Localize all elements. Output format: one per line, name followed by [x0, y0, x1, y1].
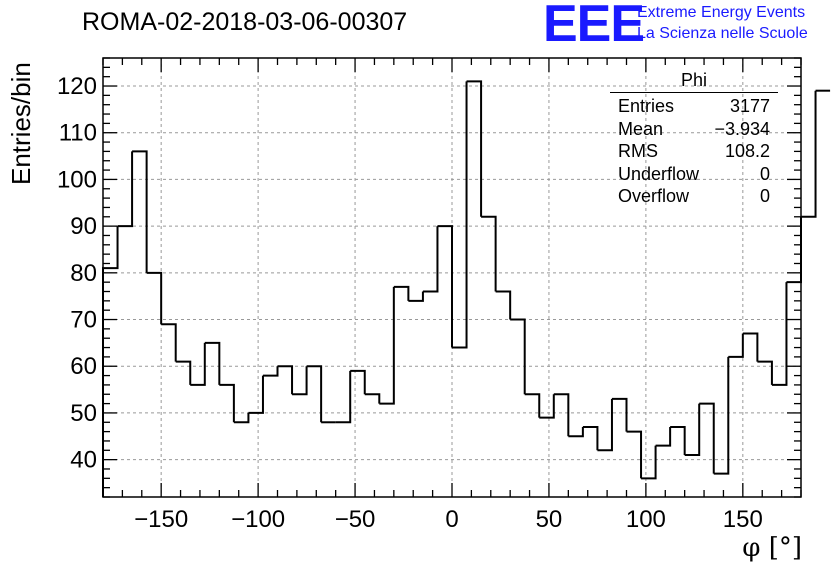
histogram-bin [626, 430, 643, 479]
histogram-bin [248, 375, 264, 414]
x-tick-label: −150 [134, 506, 188, 533]
x-tick-label: 50 [536, 506, 563, 533]
histogram-bin [481, 215, 497, 292]
stat-row-rms: RMS 108.2 [610, 140, 778, 163]
stat-value: 108.2 [724, 141, 770, 161]
x-tick-label: −50 [335, 506, 376, 533]
histogram-bin [742, 332, 759, 362]
stat-row-mean: Mean −3.934 [610, 118, 778, 141]
histogram-bin [364, 393, 381, 404]
x-tick-label: 0 [445, 506, 458, 533]
stat-value: 3177 [729, 96, 770, 116]
histogram-bin [582, 425, 599, 451]
histogram-bin [452, 81, 468, 349]
histogram-bin [801, 90, 817, 218]
histogram-bin [684, 403, 701, 456]
stat-label: Underflow [618, 163, 700, 184]
histogram-bin [292, 366, 308, 396]
histogram-bin [306, 365, 323, 423]
x-tick-label: 150 [723, 506, 763, 533]
stat-label: Entries [618, 96, 675, 116]
y-axis-label: Entries/bin [6, 62, 36, 185]
histogram-bin [611, 397, 628, 432]
histogram-bin [670, 425, 686, 455]
histogram-bin [422, 226, 439, 293]
eee-logo: EEE [543, 0, 645, 53]
histogram-bin [132, 150, 148, 273]
histogram-bin [553, 393, 570, 437]
x-tick-label: −100 [231, 506, 285, 533]
histogram-bin [524, 393, 541, 418]
x-tick-label: 100 [626, 506, 666, 533]
histogram-bin [539, 394, 555, 419]
histogram-bin [699, 402, 715, 474]
y-tick-label: 60 [70, 353, 97, 380]
histogram-bin [146, 271, 163, 325]
histogram-bin [393, 285, 410, 301]
histogram-bin [379, 286, 395, 405]
logo-subtitle-2: La Scienza nelle Scuole [637, 25, 808, 42]
stat-row-entries: Entries 3177 [610, 95, 778, 118]
histogram-bin [277, 365, 294, 395]
stat-label: Mean [618, 118, 664, 139]
stat-row-overflow: Overflow 0 [610, 185, 778, 208]
y-tick-label: 110 [59, 120, 97, 147]
histogram-bin [641, 445, 657, 480]
histogram-bin [262, 366, 279, 377]
y-tick-label: 50 [70, 400, 97, 427]
histogram-bin [204, 341, 221, 385]
stat-row-underflow: Underflow 0 [610, 163, 778, 186]
histogram-bin [771, 282, 788, 386]
histogram-bin [175, 360, 192, 385]
histogram-bin [495, 290, 512, 320]
histogram-bin [190, 342, 206, 386]
histogram-bin [161, 323, 177, 362]
histogram-bin [408, 291, 424, 302]
histogram-bin [117, 151, 134, 228]
histogram-bin [350, 369, 366, 395]
histogram-bin [728, 333, 744, 358]
stat-value: −3.934 [714, 118, 770, 139]
stats-title: Phi [610, 70, 778, 93]
plot-frame [102, 57, 802, 498]
stat-value: 0 [759, 186, 770, 206]
y-tick-label: 100 [57, 166, 97, 193]
y-tick-label: 120 [57, 73, 97, 100]
stat-value: 0 [759, 163, 770, 184]
histogram-bin [437, 225, 453, 348]
stats-box: Phi Entries 3177 Mean −3.934 RMS 108.2 U… [610, 70, 778, 208]
histogram-bin [233, 412, 250, 424]
y-tick-label: 70 [70, 307, 97, 334]
stat-label: Overflow [618, 186, 690, 206]
histogram-bin [466, 80, 483, 217]
histogram-bin [102, 226, 119, 497]
logo-subtitle-1: Extreme Energy Events [637, 4, 806, 21]
y-tick-label: 80 [70, 260, 97, 287]
histogram-bin [219, 383, 235, 423]
histogram-bin [510, 318, 526, 395]
x-axis-label: φ [°] [742, 533, 802, 563]
stat-label: RMS [618, 141, 658, 161]
y-tick-label: 90 [70, 213, 97, 240]
histogram-bin [713, 356, 730, 475]
histogram-bin [655, 426, 672, 447]
chart-title: ROMA-02-2018-03-06-00307 [82, 8, 408, 36]
histogram-bin [757, 360, 773, 385]
y-tick-label: 40 [70, 447, 97, 474]
histogram-bin [335, 370, 352, 424]
histogram-bin [597, 398, 613, 452]
tick-labels: −150 −100 −50 0 50 100 150 40 50 60 70 80 90 100 110 12… [57, 73, 763, 533]
histogram-bin [568, 426, 584, 438]
